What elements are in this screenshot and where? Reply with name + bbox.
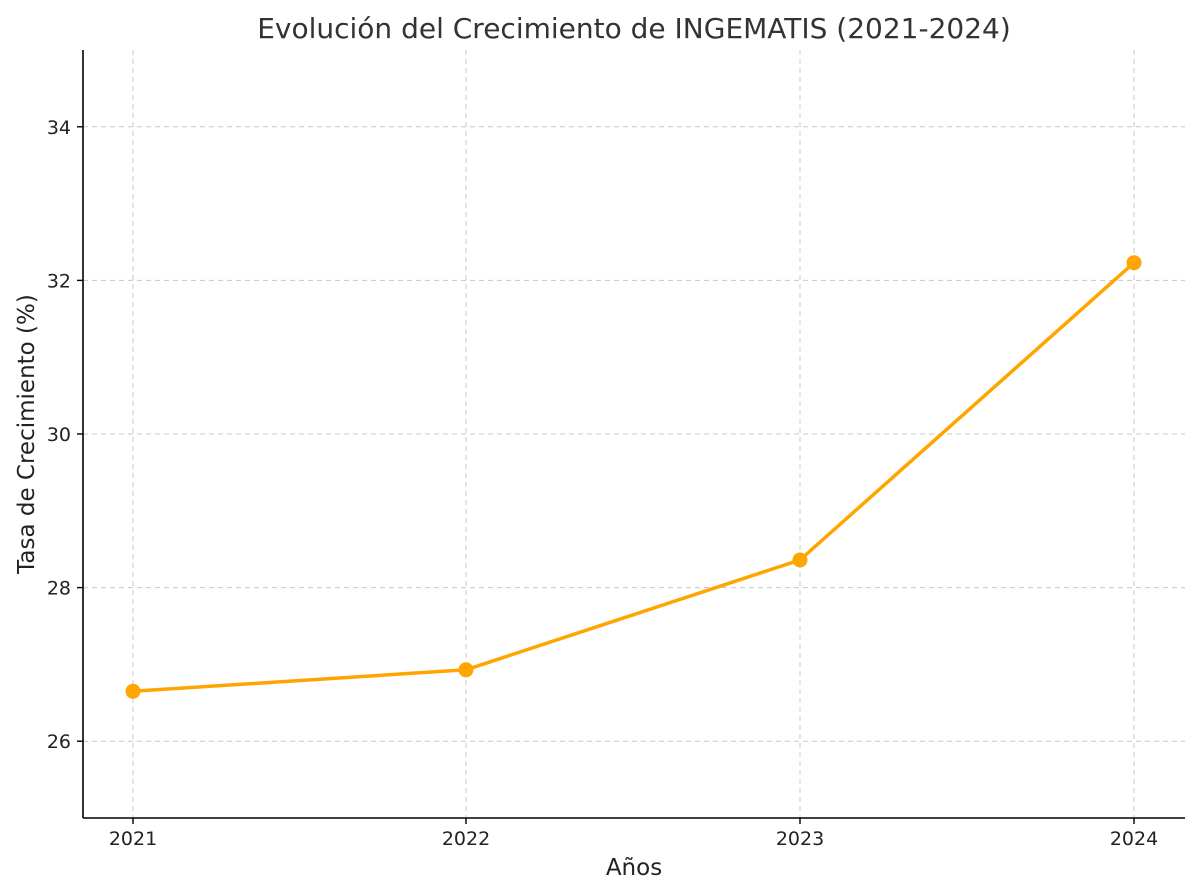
y-axis-label: Tasa de Crecimiento (%): [14, 294, 40, 575]
x-tick-label: 2024: [1110, 828, 1158, 850]
data-point: [458, 662, 474, 678]
x-tick-label: 2021: [109, 828, 157, 850]
ticks-layer: 2021 2022 2023 2024 26 28 30 32 34: [47, 117, 1158, 850]
series-layer: [125, 255, 1142, 699]
y-tick-label: 34: [47, 117, 71, 139]
chart-title: Evolución del Crecimiento de INGEMATIS (…: [257, 12, 1011, 45]
data-point: [792, 552, 808, 568]
y-tick-label: 26: [47, 731, 71, 753]
y-tick-label: 30: [47, 424, 71, 446]
x-tick-label: 2022: [442, 828, 490, 850]
x-tick-label: 2023: [776, 828, 824, 850]
y-tick-label: 28: [47, 578, 71, 600]
data-point: [1126, 255, 1142, 271]
grid-layer: [83, 50, 1185, 818]
series-line: [131, 260, 1136, 694]
data-point: [125, 683, 141, 699]
y-tick-label: 32: [47, 270, 71, 292]
x-axis-label: Años: [606, 855, 662, 881]
